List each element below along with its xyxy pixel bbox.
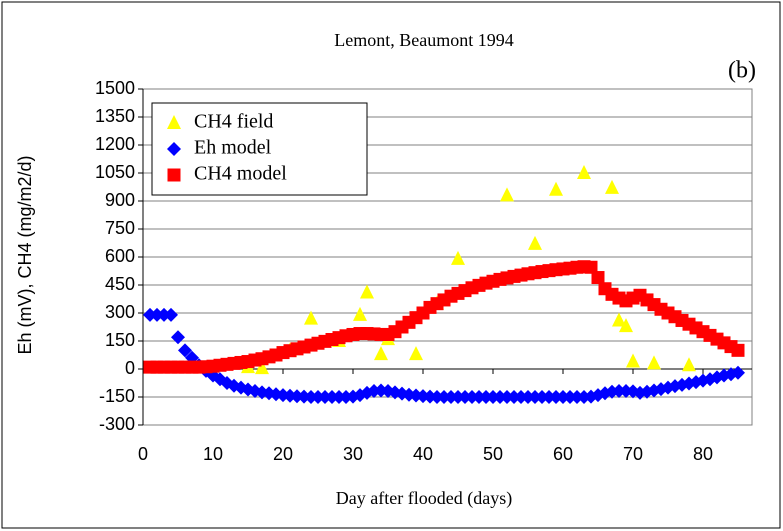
y-tick-label: 450 — [105, 274, 135, 294]
triangle-marker — [605, 179, 619, 194]
triangle-marker — [619, 318, 633, 333]
square-marker — [591, 271, 605, 285]
x-tick-label: 30 — [343, 444, 363, 464]
diamond-marker — [164, 307, 178, 322]
chart-title: Lemont, Beaumont 1994 — [334, 30, 513, 50]
diamond-marker — [731, 365, 745, 380]
square-marker — [731, 343, 745, 357]
diamond-marker — [178, 343, 192, 358]
square-marker — [584, 260, 598, 274]
legend-label: CH4 field — [194, 111, 273, 133]
y-tick-label: 1050 — [95, 162, 135, 182]
y-tick-label: 1500 — [95, 78, 135, 98]
legend-label: Eh model — [194, 137, 272, 159]
y-tick-label: 0 — [125, 358, 135, 378]
x-tick-label: 10 — [203, 444, 223, 464]
y-tick-label: 1200 — [95, 134, 135, 154]
y-tick-label: 150 — [105, 330, 135, 350]
legend-label: CH4 model — [194, 163, 287, 185]
triangle-marker — [255, 360, 269, 375]
y-tick-label: 600 — [105, 246, 135, 266]
diamond-marker — [171, 330, 185, 345]
annotation: (b) — [728, 58, 756, 84]
triangle-marker — [528, 235, 542, 250]
x-tick-label: 60 — [553, 444, 573, 464]
triangle-marker — [360, 284, 374, 299]
triangle-marker — [626, 353, 640, 368]
y-tick-label: 900 — [105, 190, 135, 210]
x-tick-label: 80 — [693, 444, 713, 464]
y-tick-label: 300 — [105, 302, 135, 322]
triangle-marker — [451, 250, 465, 265]
x-axis-label: Day after flooded (days) — [336, 488, 512, 509]
y-tick-label: 1350 — [95, 106, 135, 126]
x-tick-label: 40 — [413, 444, 433, 464]
triangle-marker — [374, 346, 388, 361]
x-tick-label: 20 — [273, 444, 293, 464]
legend-marker — [167, 168, 181, 182]
y-tick-label: -300 — [99, 414, 135, 434]
legend-marker — [167, 115, 181, 129]
triangle-marker — [612, 312, 626, 327]
triangle-marker — [500, 187, 514, 202]
x-tick-label: 70 — [623, 444, 643, 464]
triangle-marker — [304, 310, 318, 325]
triangle-marker — [549, 181, 563, 196]
x-tick-label: 0 — [138, 444, 148, 464]
y-tick-label: 750 — [105, 218, 135, 238]
triangle-marker — [409, 346, 423, 361]
y-tick-label: -150 — [99, 386, 135, 406]
x-tick-label: 50 — [483, 444, 503, 464]
triangle-marker — [577, 165, 591, 179]
triangle-marker — [353, 306, 367, 321]
triangle-marker — [682, 357, 696, 372]
legend-box — [151, 102, 368, 196]
y-axis-label: Eh (mV), CH4 (mg/m2/d) — [15, 155, 35, 354]
legend-marker — [167, 142, 181, 156]
triangle-marker — [647, 355, 661, 370]
